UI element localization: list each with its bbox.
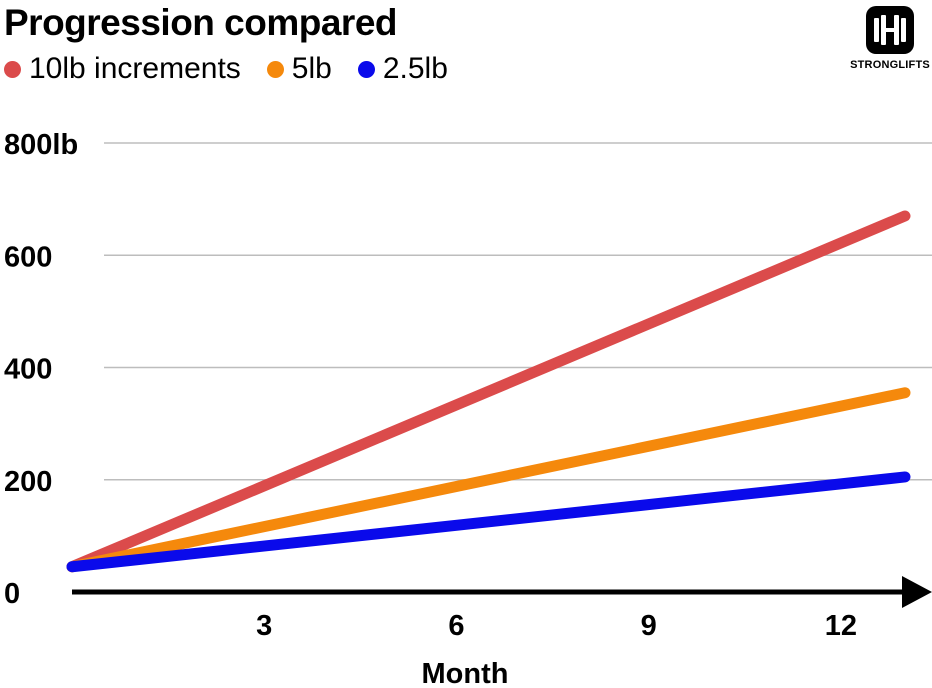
series-line-2	[66, 471, 911, 573]
series-line-1	[66, 387, 911, 573]
legend-marker-5lb	[266, 60, 284, 78]
legend-item-5lb: 5lb	[266, 52, 332, 86]
barbell-icon	[866, 6, 914, 54]
y-tick-label-600: 600	[4, 241, 52, 273]
legend-marker-2-5lb	[357, 60, 375, 78]
x-tick-label-6: 6	[448, 610, 464, 642]
series-line-0	[66, 210, 911, 573]
legend-item-2-5lb: 2.5lb	[357, 52, 448, 86]
legend-marker-10lb	[4, 60, 21, 78]
logo-text: STRONGLIFTS	[850, 59, 930, 71]
chart-title: Progression compared	[4, 2, 398, 43]
y-tick-label-200: 200	[4, 466, 52, 498]
legend-label-10lb: 10lb increments	[29, 52, 241, 85]
stronglifts-logo: STRONGLIFTS	[848, 6, 932, 71]
x-tick-label-9: 9	[641, 610, 657, 642]
legend-label-5lb: 5lb	[291, 52, 332, 85]
x-tick-label-12: 12	[825, 610, 857, 642]
legend: 10lb increments 5lb 2.5lb	[4, 52, 474, 86]
x-tick-label-3: 3	[256, 610, 272, 642]
y-tick-label-400: 400	[4, 354, 52, 386]
x-axis-arrow	[902, 576, 932, 608]
y-tick-label-800: 800lb	[4, 129, 78, 161]
legend-item-10lb: 10lb increments	[4, 52, 241, 86]
legend-label-2-5lb: 2.5lb	[382, 52, 448, 85]
x-axis-title: Month	[422, 658, 509, 688]
y-tick-label-0: 0	[4, 578, 20, 610]
